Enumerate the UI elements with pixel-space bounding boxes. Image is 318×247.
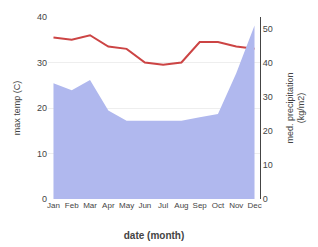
svg-text:Feb: Feb <box>65 201 79 210</box>
svg-text:Apr: Apr <box>102 201 115 210</box>
svg-text:med. precipitation(kg/m2): med. precipitation(kg/m2) <box>285 72 307 143</box>
svg-text:0: 0 <box>263 194 268 204</box>
svg-text:Aug: Aug <box>174 201 188 210</box>
svg-text:Sep: Sep <box>193 201 208 210</box>
svg-text:Jul: Jul <box>158 201 168 210</box>
svg-text:May: May <box>119 201 134 210</box>
svg-text:40: 40 <box>263 58 273 68</box>
svg-text:10: 10 <box>263 160 273 170</box>
svg-text:0: 0 <box>42 194 47 204</box>
svg-text:20: 20 <box>263 126 273 136</box>
svg-text:Nov: Nov <box>229 201 243 210</box>
svg-text:20: 20 <box>37 103 47 113</box>
svg-text:Oct: Oct <box>212 201 225 210</box>
svg-text:Jan: Jan <box>47 201 60 210</box>
svg-text:date (month): date (month) <box>124 230 185 241</box>
svg-text:40: 40 <box>37 12 47 22</box>
svg-text:Dec: Dec <box>247 201 261 210</box>
svg-text:30: 30 <box>37 58 47 68</box>
svg-text:10: 10 <box>37 149 47 159</box>
svg-text:Mar: Mar <box>83 201 97 210</box>
svg-text:50: 50 <box>263 24 273 34</box>
svg-text:max temp (C): max temp (C) <box>12 81 22 136</box>
svg-text:Jun: Jun <box>138 201 151 210</box>
svg-text:30: 30 <box>263 92 273 102</box>
